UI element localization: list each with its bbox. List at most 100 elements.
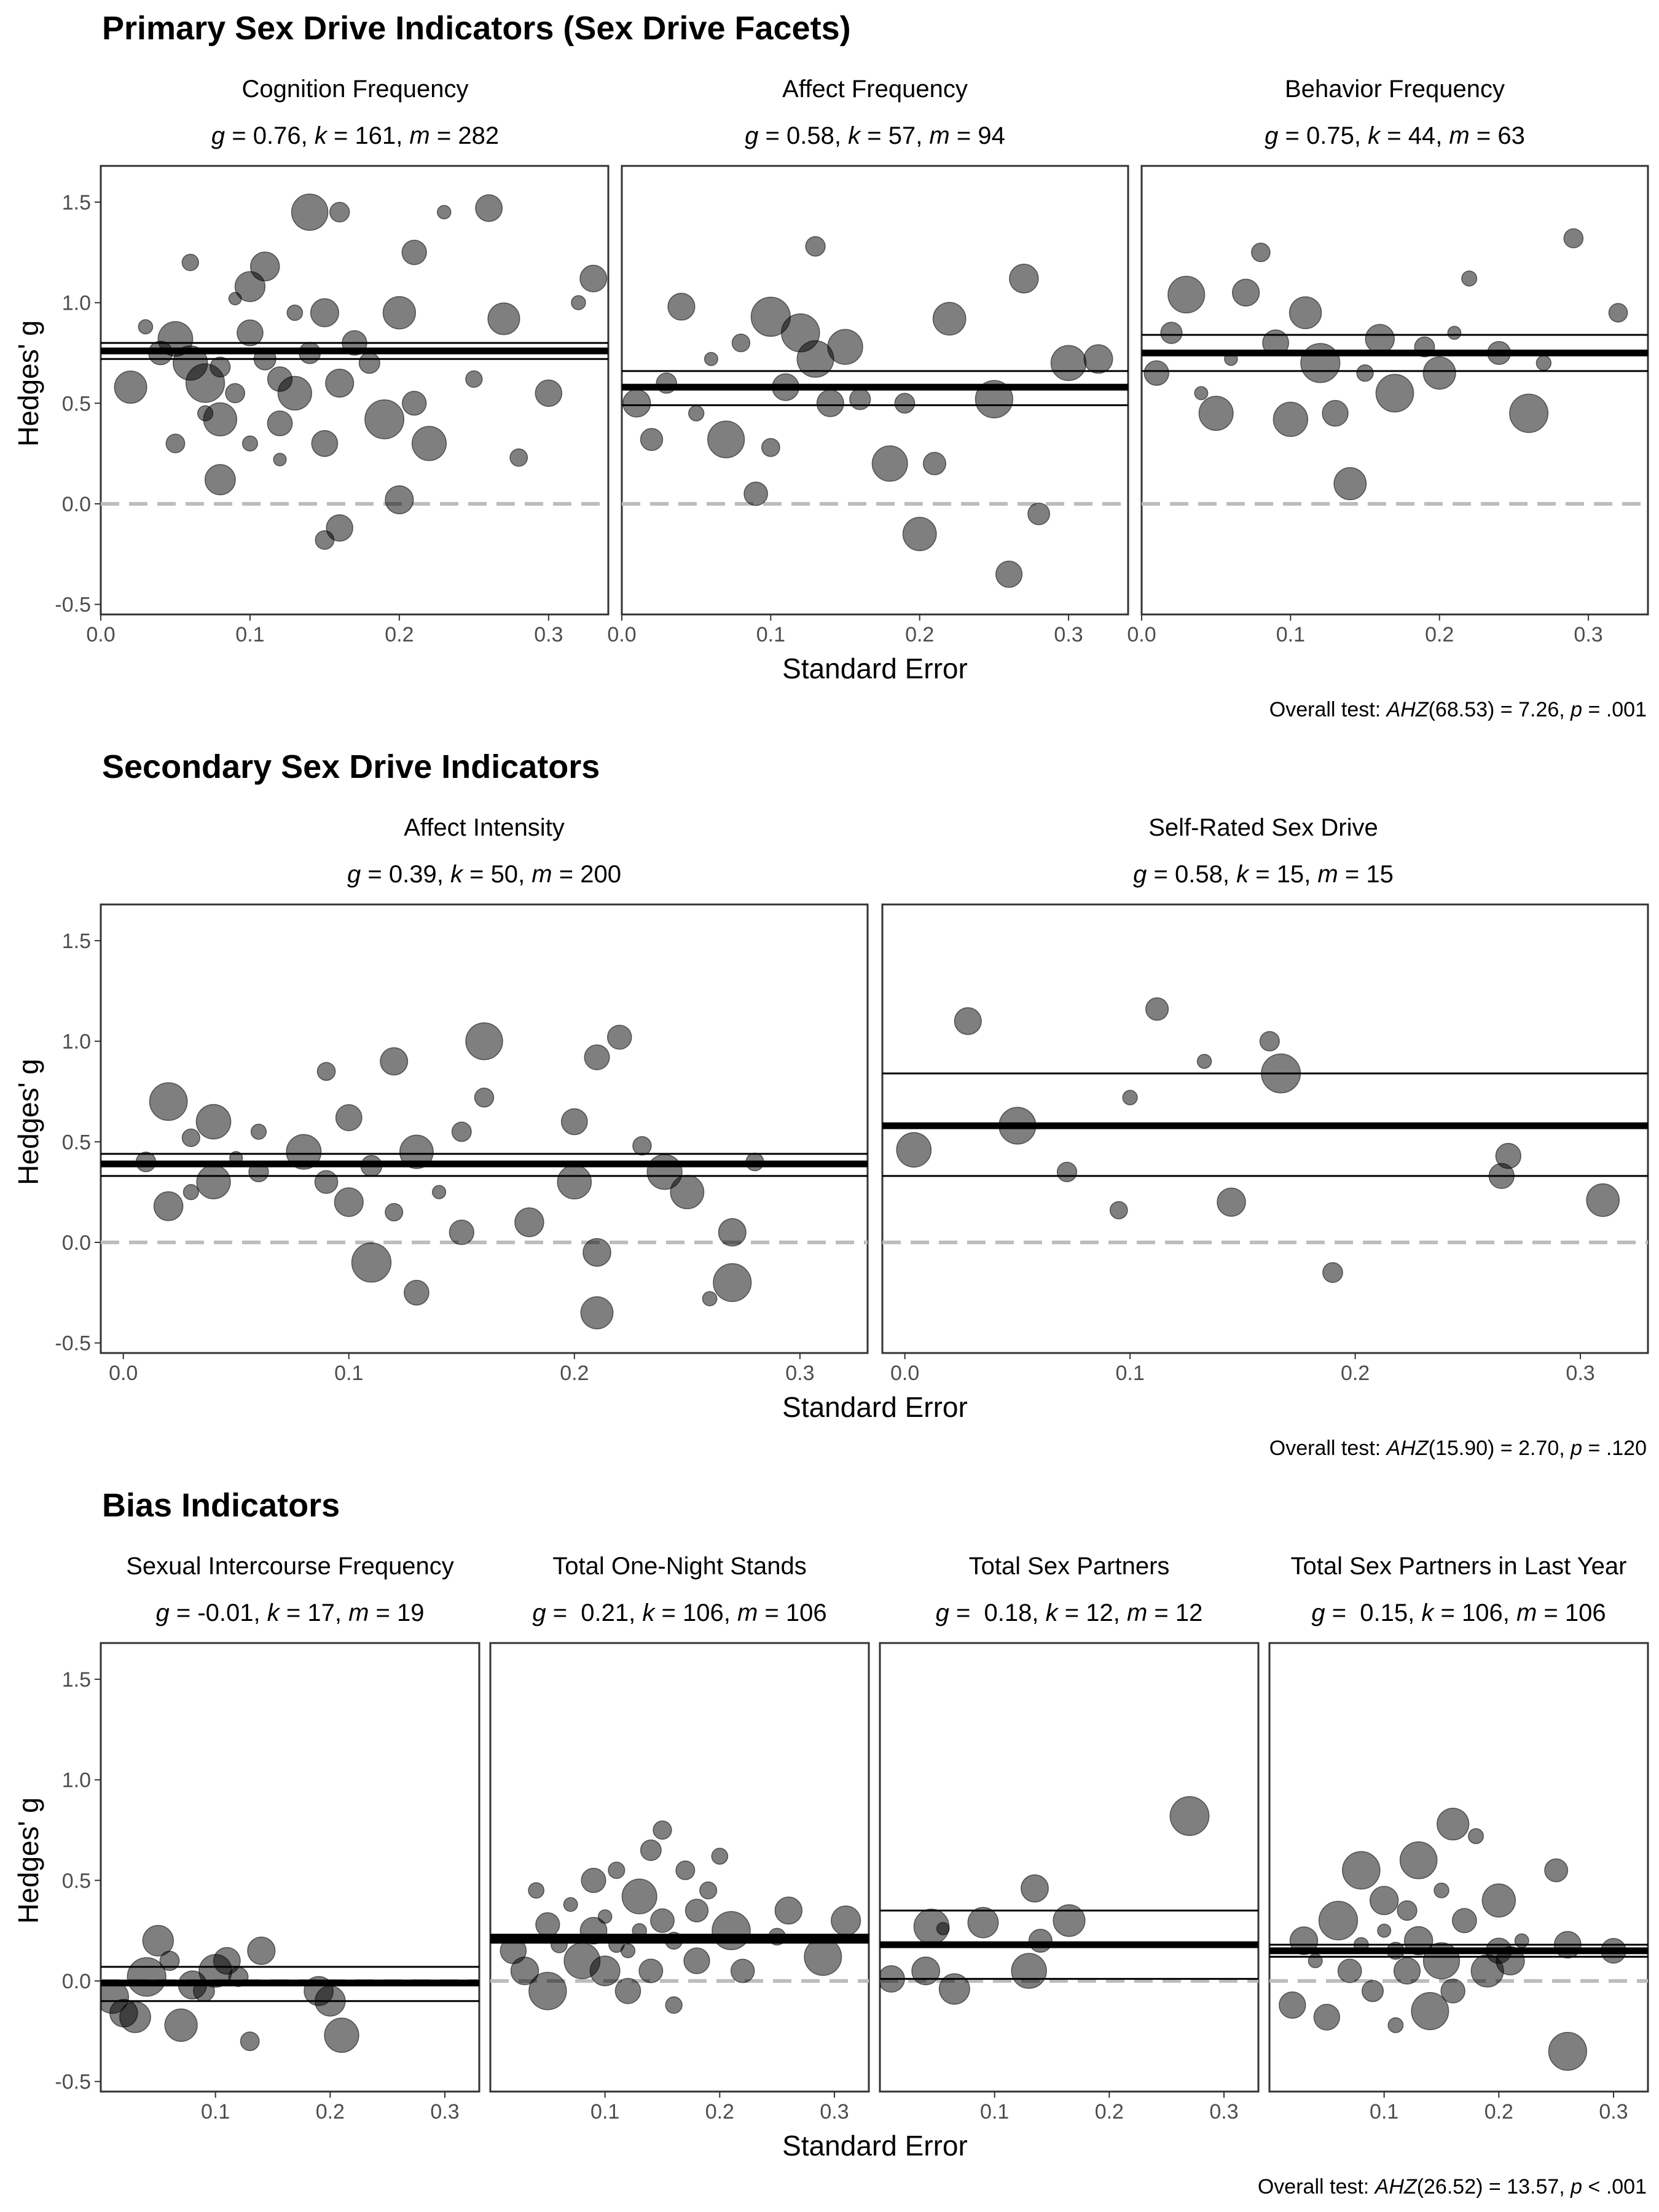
- data-point: [816, 389, 844, 417]
- plot-panels: 0.0 0.1 0.2 0.3 -0.5 0.0 0.5 1.0 1.5 0.0 0.1 0.2 0.3…: [55, 165, 1649, 2124]
- data-point: [579, 264, 608, 292]
- data-point: [385, 1202, 404, 1222]
- strip-stats: g = 0.76, k = 161, m = 282 g = 0.58, k =…: [156, 122, 1606, 1626]
- data-point: [1377, 1923, 1392, 1938]
- data-point: [399, 1134, 434, 1169]
- data-point: [614, 1977, 641, 2004]
- data-point: [1495, 1142, 1521, 1169]
- data-point: [535, 1912, 560, 1937]
- x-tick-label: 0.2: [316, 2100, 345, 2124]
- x-tick-label: 0.1: [1370, 2100, 1398, 2124]
- data-point: [385, 485, 414, 514]
- x-tick-label: 0.3: [534, 623, 563, 646]
- data-point: [1259, 1030, 1280, 1052]
- data-point: [181, 1128, 200, 1147]
- data-point: [351, 1242, 392, 1283]
- x-tick-label: 0.3: [820, 2100, 849, 2124]
- x-tick-label: 0.1: [235, 623, 264, 646]
- x-tick-label: 0.2: [905, 623, 934, 646]
- data-point: [1481, 1883, 1516, 1918]
- data-point: [896, 1132, 932, 1168]
- x-tick-label: 0.1: [590, 2100, 619, 2124]
- data-point: [621, 1878, 657, 1915]
- data-point: [871, 445, 908, 482]
- data-point: [225, 383, 246, 404]
- data-point: [1422, 356, 1456, 390]
- data-point: [1399, 1841, 1438, 1880]
- data-point: [316, 1062, 336, 1081]
- data-point: [1300, 343, 1341, 383]
- data-point: [922, 452, 947, 476]
- data-point: [431, 1185, 447, 1199]
- data-point: [1397, 1900, 1418, 1921]
- data-point: [936, 1922, 950, 1936]
- x-tick-label: 0.0: [1127, 623, 1156, 646]
- data-point: [326, 514, 353, 542]
- data-point: [203, 402, 238, 437]
- data-point: [1369, 1886, 1399, 1915]
- data-point: [622, 389, 651, 418]
- panel-title: Total Sex Partners: [969, 1553, 1170, 1580]
- data-point: [967, 1907, 999, 1939]
- y-tick-label: 1.0: [62, 1030, 91, 1054]
- panel-sexual-intercourse-frequency: 0.1 0.2 0.3 -0.5 0.0 0.5 1.0 1.5: [55, 1642, 480, 2124]
- strip-labels: Cognition Frequency Affect Frequency Beh…: [126, 76, 1626, 1580]
- x-tick-label: 0.2: [560, 1362, 589, 1385]
- data-point: [153, 1191, 184, 1222]
- data-point: [286, 304, 304, 321]
- panel-total-sex-partners: 0.1 0.2 0.3: [879, 1642, 1260, 2124]
- data-point: [1122, 1089, 1138, 1105]
- data-point: [1056, 1161, 1078, 1183]
- data-point: [241, 435, 258, 452]
- panel-title: Sexual Intercourse Frequency: [126, 1553, 454, 1580]
- data-point: [597, 1909, 613, 1924]
- data-point: [650, 1908, 675, 1933]
- data-point: [1109, 1201, 1128, 1220]
- y-tick-label: 1.0: [62, 1769, 91, 1792]
- x-tick-label: 0.3: [785, 1362, 814, 1385]
- panel-title: Affect Intensity: [404, 814, 565, 841]
- data-point: [702, 1291, 718, 1307]
- section-title-primary: Primary Sex Drive Indicators (Sex Drive …: [102, 10, 851, 47]
- y-tick-label: 0.0: [62, 493, 91, 516]
- data-point: [805, 236, 826, 257]
- data-point: [182, 1184, 199, 1201]
- panel-stats: g = 0.18, k = 12, m = 12: [936, 1599, 1203, 1626]
- data-point: [315, 530, 335, 550]
- panel-plot-area: [101, 1924, 479, 2053]
- panel-frame: [100, 1642, 480, 2093]
- data-point: [509, 448, 528, 467]
- data-point: [329, 202, 350, 223]
- x-tick-label: 0.3: [1574, 623, 1602, 646]
- data-point: [380, 1047, 409, 1076]
- section-title-secondary: Secondary Sex Drive Indicators: [102, 748, 600, 785]
- data-point: [606, 1024, 632, 1050]
- panel-title: Cognition Frequency: [241, 76, 468, 103]
- data-point: [731, 333, 751, 353]
- y-tick-label: -0.5: [55, 2071, 91, 2094]
- data-point: [1451, 1908, 1477, 1934]
- data-point: [1461, 270, 1478, 287]
- data-point: [640, 428, 664, 451]
- data-point: [401, 240, 427, 265]
- data-point: [240, 2031, 260, 2052]
- data-point: [1563, 228, 1584, 249]
- data-point: [1169, 1796, 1210, 1836]
- overall-test: Overall test: AHZ(26.52) = 13.57, p < .0…: [1258, 2175, 1647, 2198]
- data-point: [277, 375, 313, 411]
- data-point: [1447, 326, 1462, 340]
- y-tick-label: -0.5: [55, 1332, 91, 1355]
- data-point: [164, 2008, 198, 2042]
- x-tick-label: 0.1: [1115, 1362, 1144, 1385]
- x-tick-label: 0.0: [109, 1362, 138, 1385]
- data-point: [1313, 2004, 1341, 2031]
- panel-behavior-frequency: 0.0 0.1 0.2 0.3: [1127, 165, 1649, 646]
- x-tick-label: 0.2: [705, 2100, 734, 2124]
- data-point: [683, 1947, 710, 1974]
- data-point: [1337, 1958, 1362, 1983]
- x-tick-label: 0.1: [756, 623, 785, 646]
- data-point: [1411, 1992, 1449, 2031]
- data-point: [1467, 1828, 1484, 1845]
- data-point: [1361, 1980, 1384, 2002]
- data-point: [571, 295, 586, 310]
